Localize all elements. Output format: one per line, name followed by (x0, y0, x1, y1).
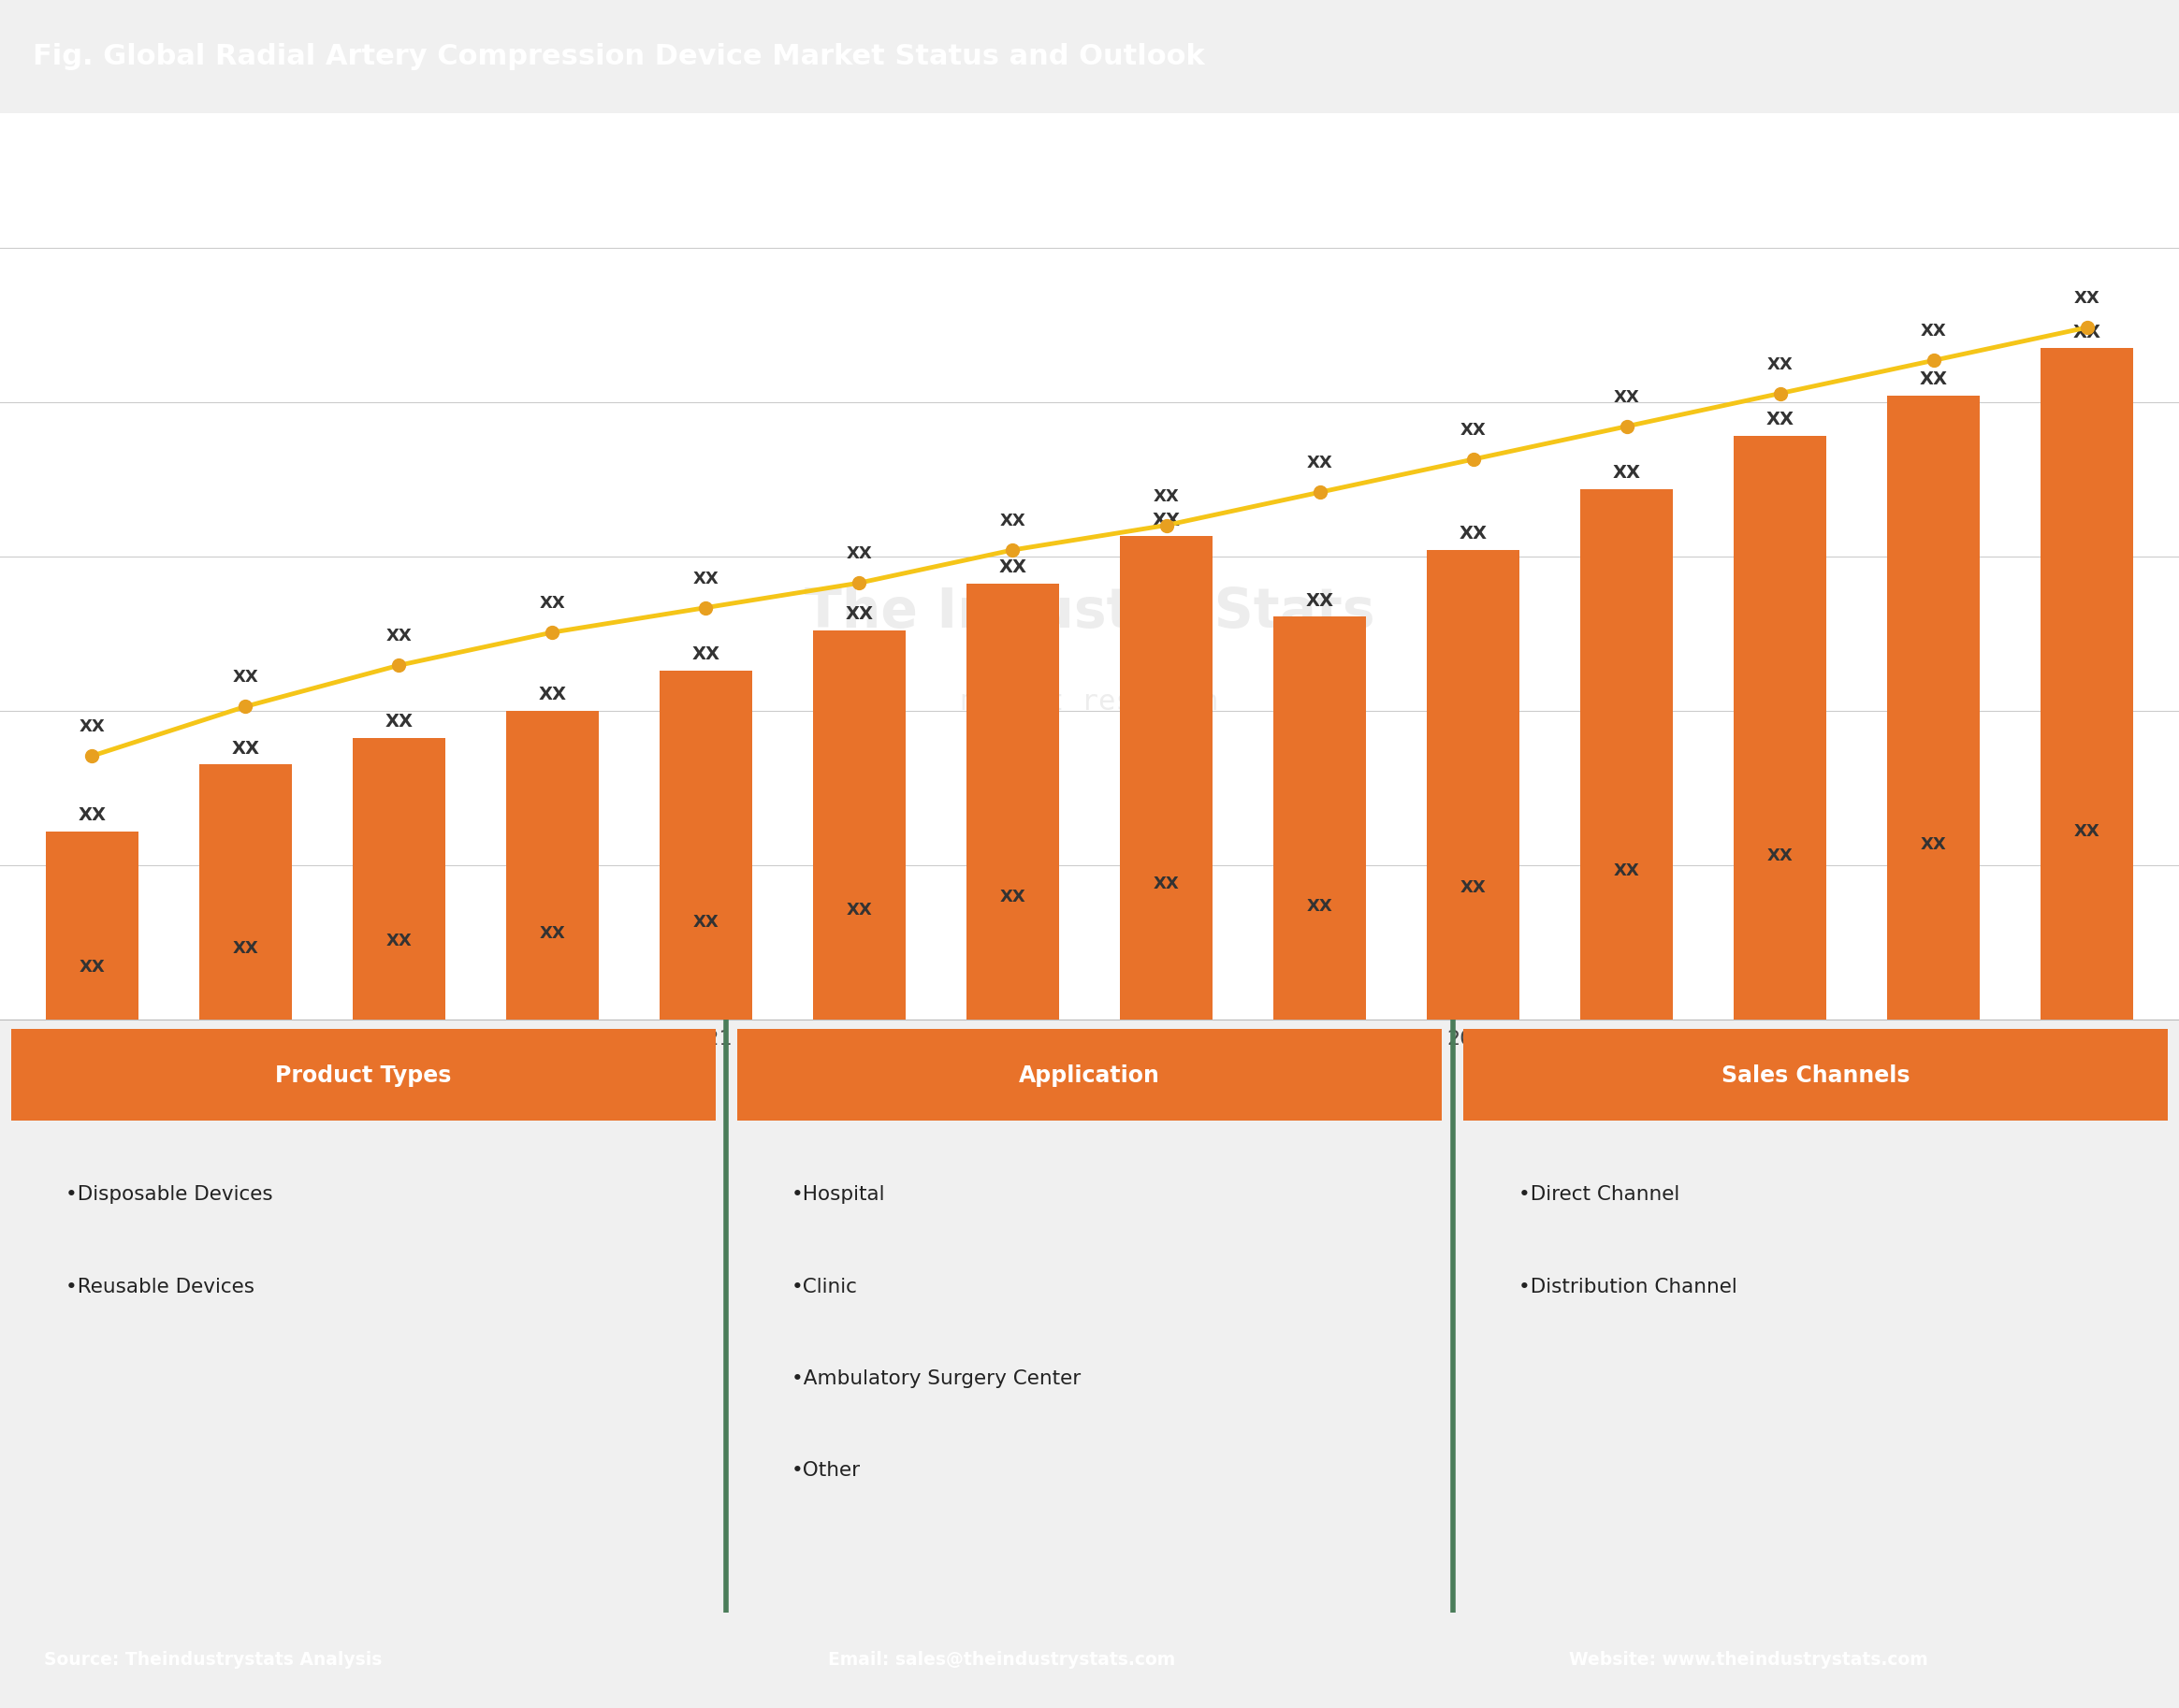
Text: Email: sales@theindustrystats.com: Email: sales@theindustrystats.com (828, 1652, 1174, 1669)
Bar (967, 582, 1059, 1020)
Bar (1120, 536, 1212, 1020)
Bar (46, 832, 137, 1020)
FancyBboxPatch shape (1464, 1028, 2168, 1120)
Text: XX: XX (845, 545, 872, 562)
Text: XX: XX (1460, 524, 1486, 543)
Text: XX: XX (1460, 880, 1486, 897)
Text: XX: XX (540, 594, 564, 611)
Text: XX: XX (845, 902, 872, 919)
Bar (1427, 550, 1519, 1020)
Text: XX: XX (1307, 454, 1334, 471)
Text: XX: XX (78, 719, 105, 736)
Text: XX: XX (231, 740, 259, 757)
Text: XX: XX (1153, 511, 1181, 529)
Text: XX: XX (386, 629, 412, 644)
Text: XX: XX (1920, 323, 1946, 340)
Text: XX: XX (540, 924, 564, 941)
Bar (353, 738, 445, 1020)
Text: XX: XX (1000, 512, 1026, 529)
Text: •Disposable Devices: •Disposable Devices (65, 1185, 272, 1204)
Text: XX: XX (1307, 898, 1334, 915)
Text: XX: XX (1612, 465, 1641, 482)
Text: market research: market research (961, 688, 1218, 716)
Text: Product Types: Product Types (275, 1064, 451, 1086)
Text: •Hospital: •Hospital (791, 1185, 885, 1204)
Text: •Direct Channel: •Direct Channel (1519, 1185, 1680, 1204)
Text: XX: XX (1000, 888, 1026, 905)
Text: •Ambulatory Surgery Center: •Ambulatory Surgery Center (791, 1370, 1081, 1389)
Bar (2042, 348, 2133, 1020)
Text: Sales Channels: Sales Channels (1721, 1064, 1911, 1086)
Text: XX: XX (1615, 863, 1639, 880)
Text: XX: XX (1615, 389, 1639, 407)
Text: XX: XX (2074, 823, 2101, 840)
Text: XX: XX (78, 806, 107, 825)
Text: XX: XX (1767, 847, 1793, 864)
Text: XX: XX (233, 939, 259, 956)
Text: XX: XX (1153, 876, 1179, 893)
Text: XX: XX (1765, 410, 1793, 429)
Bar (1580, 488, 1673, 1020)
Text: Application: Application (1020, 1064, 1159, 1086)
Text: XX: XX (2074, 290, 2101, 307)
Bar (660, 671, 752, 1020)
Text: XX: XX (1153, 488, 1179, 504)
Text: Source: Theindustrystats Analysis: Source: Theindustrystats Analysis (44, 1652, 381, 1669)
Text: XX: XX (693, 570, 719, 588)
FancyBboxPatch shape (737, 1028, 1442, 1120)
Bar (813, 630, 904, 1020)
Text: Fig. Global Radial Artery Compression Device Market Status and Outlook: Fig. Global Radial Artery Compression De… (33, 43, 1205, 70)
FancyBboxPatch shape (11, 1028, 715, 1120)
Text: XX: XX (1460, 422, 1486, 439)
Text: XX: XX (2072, 323, 2101, 342)
Bar (200, 765, 292, 1020)
Text: XX: XX (693, 914, 719, 931)
Text: XX: XX (233, 670, 259, 687)
Text: XX: XX (538, 687, 567, 704)
Bar (1887, 395, 1979, 1020)
Text: XX: XX (386, 933, 412, 950)
Text: The Industry Stats: The Industry Stats (804, 586, 1375, 639)
Text: XX: XX (693, 646, 719, 663)
Text: •Other: •Other (791, 1460, 861, 1479)
Bar (1275, 617, 1366, 1020)
Text: XX: XX (1305, 591, 1334, 610)
Bar (506, 711, 599, 1020)
Bar (1734, 436, 1826, 1020)
Text: XX: XX (1920, 371, 1948, 388)
Text: XX: XX (845, 605, 874, 623)
Text: •Reusable Devices: •Reusable Devices (65, 1278, 255, 1296)
Legend: Revenue (Million $), Y-oY Growth Rate (%): Revenue (Million $), Y-oY Growth Rate (%… (800, 1085, 1379, 1127)
Text: Website: www.theindustrystats.com: Website: www.theindustrystats.com (1569, 1652, 1928, 1669)
Text: XX: XX (1920, 837, 1946, 854)
Text: XX: XX (386, 712, 414, 731)
Text: •Distribution Channel: •Distribution Channel (1519, 1278, 1737, 1296)
Text: •Clinic: •Clinic (791, 1278, 859, 1296)
Text: XX: XX (998, 559, 1026, 576)
Text: XX: XX (1767, 355, 1793, 372)
Text: XX: XX (78, 958, 105, 975)
